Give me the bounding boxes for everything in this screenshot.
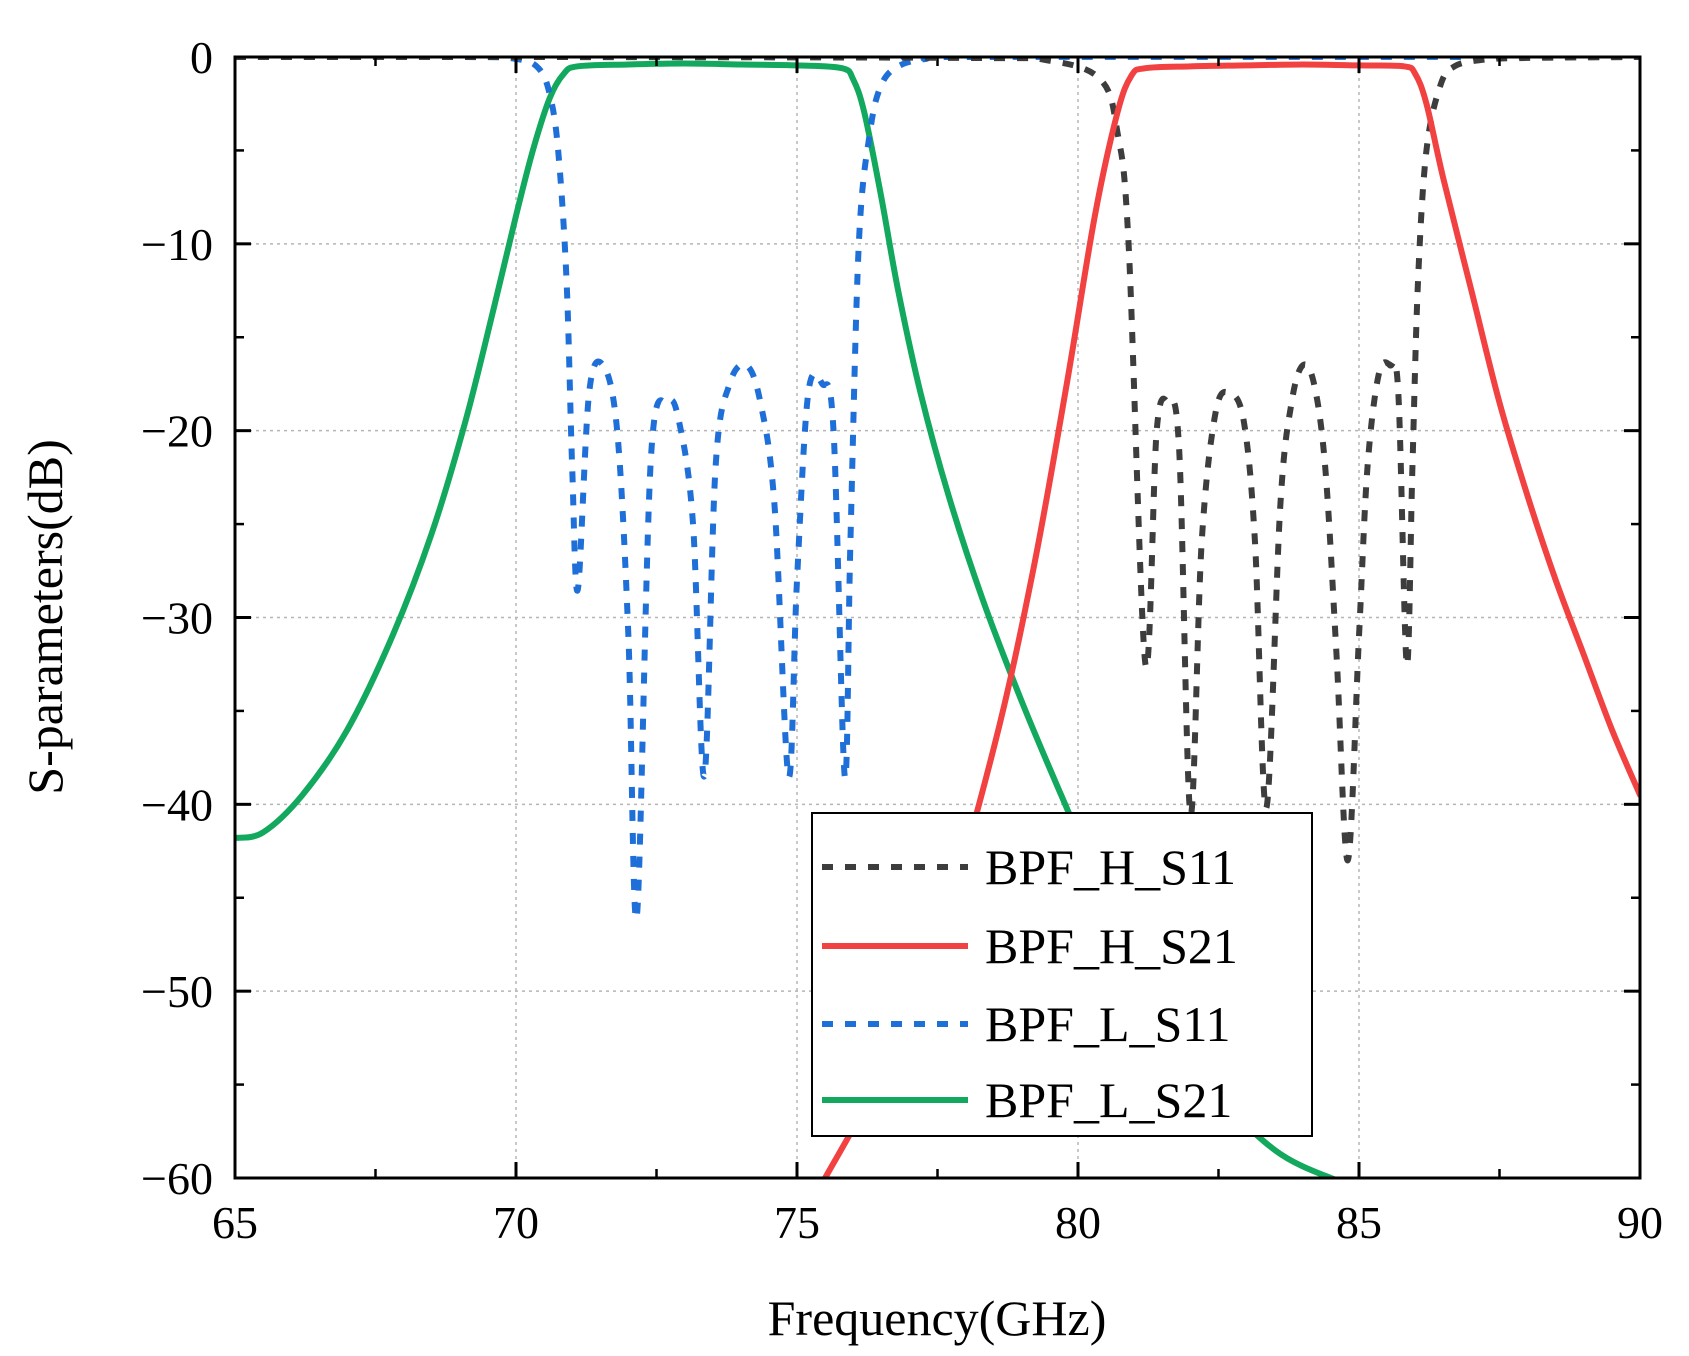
y-axis-title: S-parameters(dB) (17, 439, 73, 794)
legend: BPF_H_S11 BPF_H_S21 BPF_L_S11 BPF_L_S21 (812, 813, 1312, 1136)
x-axis-title: Frequency(GHz) (768, 1290, 1107, 1346)
legend-label: BPF_H_S11 (985, 839, 1236, 895)
y-tick-label: −60 (141, 1153, 213, 1204)
y-axis-tick-labels: 0 −10 −20 −30 −40 −50 −60 (141, 32, 213, 1204)
x-tick-label: 70 (493, 1197, 539, 1248)
y-tick-label: 0 (190, 32, 213, 83)
x-tick-label: 85 (1336, 1197, 1382, 1248)
x-tick-label: 65 (212, 1197, 258, 1248)
y-tick-label: −20 (141, 406, 213, 457)
legend-label: BPF_H_S21 (985, 918, 1238, 974)
y-tick-label: −30 (141, 593, 213, 644)
y-tick-label: −50 (141, 966, 213, 1017)
chart-canvas: 65 70 75 80 85 90 0 −10 −20 −30 −40 −50 −60 Frequen… (0, 0, 1689, 1356)
x-tick-label: 80 (1055, 1197, 1101, 1248)
x-tick-label: 90 (1617, 1197, 1663, 1248)
y-tick-label: −10 (141, 219, 213, 270)
legend-label: BPF_L_S11 (985, 996, 1230, 1052)
legend-label: BPF_L_S21 (985, 1072, 1232, 1128)
x-axis-tick-labels: 65 70 75 80 85 90 (212, 1197, 1663, 1248)
y-tick-label: −40 (141, 779, 213, 830)
x-tick-label: 75 (774, 1197, 820, 1248)
